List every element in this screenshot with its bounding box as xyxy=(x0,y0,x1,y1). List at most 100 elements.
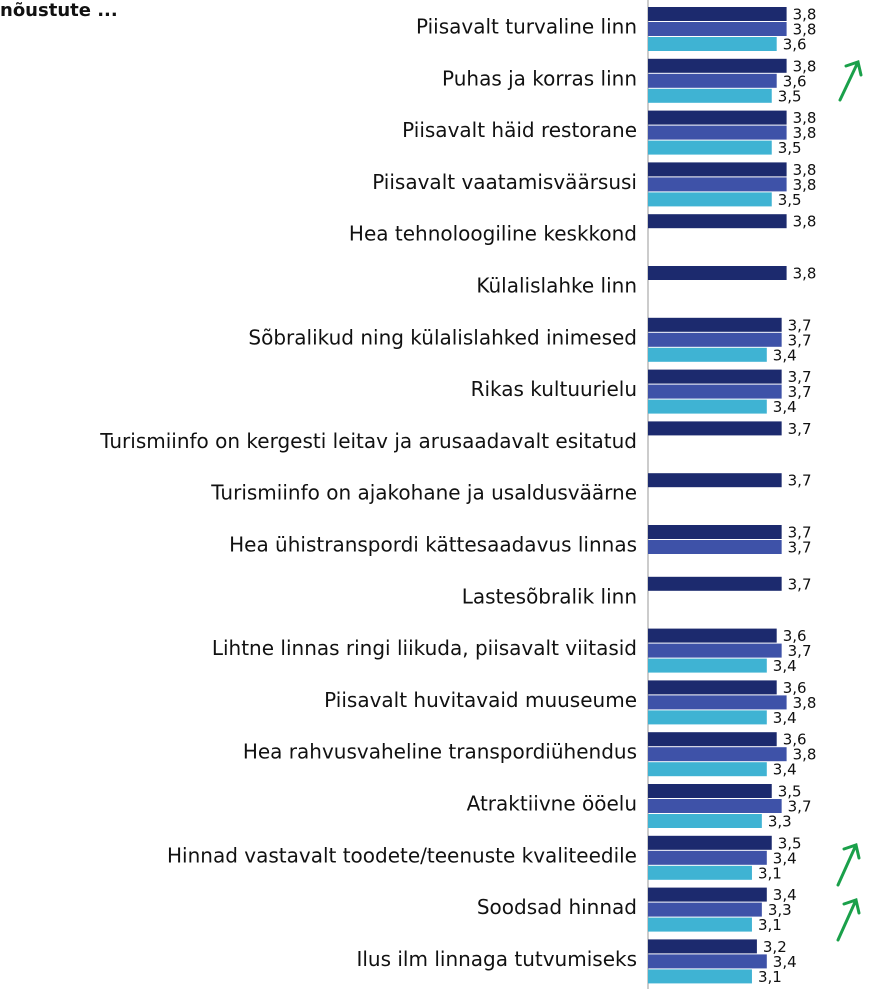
bar xyxy=(648,680,777,695)
bar xyxy=(648,7,787,21)
value-label: 3,1 xyxy=(758,916,782,934)
bar xyxy=(648,658,767,673)
value-label: 3,8 xyxy=(793,109,817,127)
value-label: 3,5 xyxy=(778,87,802,105)
value-label: 3,3 xyxy=(768,901,792,919)
bar xyxy=(648,814,762,828)
value-label: 3,4 xyxy=(773,709,797,727)
value-label: 3,4 xyxy=(773,886,797,904)
arrow xyxy=(838,60,863,102)
value-label: 3,6 xyxy=(783,627,807,645)
value-label: 3,3 xyxy=(768,813,792,831)
bar xyxy=(648,369,782,384)
bar xyxy=(648,540,782,554)
bar xyxy=(648,954,767,969)
bar xyxy=(648,88,772,103)
value-label: 3,8 xyxy=(793,746,817,764)
value-label: 3,7 xyxy=(788,383,812,401)
bar xyxy=(648,37,777,51)
value-label: 3,4 xyxy=(773,346,797,364)
bar xyxy=(648,784,772,798)
bar xyxy=(648,73,777,88)
bar xyxy=(648,347,767,362)
value-label: 3,8 xyxy=(793,6,817,24)
value-label: 3,5 xyxy=(778,834,802,852)
value-label: 3,4 xyxy=(773,849,797,867)
bar xyxy=(648,799,782,813)
value-label: 3,6 xyxy=(783,72,807,90)
category-label: Turismiinfo on ajakohane ja usaldusväärn… xyxy=(210,481,637,505)
value-label: 3,8 xyxy=(793,57,817,75)
bar xyxy=(648,473,782,488)
value-label: 3,4 xyxy=(773,657,797,675)
bar xyxy=(648,525,782,539)
category-label: Puhas ja korras linn xyxy=(442,66,637,90)
value-label: 3,8 xyxy=(793,161,817,179)
value-label: 3,2 xyxy=(763,938,787,956)
category-label: Hea ühistranspordi kättesaadavus linnas xyxy=(229,533,637,557)
value-label: 3,4 xyxy=(773,953,797,971)
category-label: Piisavalt häid restorane xyxy=(402,118,637,142)
trend-arrows xyxy=(836,60,863,942)
value-label: 3,6 xyxy=(783,731,807,749)
bar xyxy=(648,835,772,850)
bar xyxy=(648,421,782,436)
value-label: 3,5 xyxy=(778,191,802,209)
arrow xyxy=(836,843,861,887)
value-label: 3,7 xyxy=(788,642,812,660)
bar xyxy=(648,177,787,192)
chart-title: nõustute ... xyxy=(0,0,118,21)
value-label: 3,8 xyxy=(793,213,817,231)
category-label: Lastesõbralik linn xyxy=(462,584,637,608)
value-label: 3,7 xyxy=(788,316,812,334)
value-label: 3,6 xyxy=(783,679,807,697)
value-label: 3,8 xyxy=(793,21,817,39)
category-label: Lihtne linnas ringi liikuda, piisavalt v… xyxy=(212,636,637,660)
bar xyxy=(648,399,767,414)
bar xyxy=(648,969,752,984)
category-label: Ilus ilm linnaga tutvumiseks xyxy=(356,947,637,971)
bar xyxy=(648,192,772,207)
bar xyxy=(648,732,777,747)
category-label: Hea tehnoloogiline keskkond xyxy=(349,222,637,246)
category-label: Hea rahvusvaheline transpordiühendus xyxy=(243,740,637,764)
value-label: 3,7 xyxy=(788,331,812,349)
value-label: 3,7 xyxy=(788,368,812,386)
bar xyxy=(648,917,752,932)
value-label: 3,7 xyxy=(788,472,812,490)
bar xyxy=(648,643,782,658)
category-label: Soodsad hinnad xyxy=(477,895,637,919)
bar xyxy=(648,576,782,591)
value-label: 3,7 xyxy=(788,575,812,593)
value-label: 3,1 xyxy=(758,968,782,986)
category-label: Sõbralikud ning külalislahked inimesed xyxy=(248,325,637,349)
category-label: Turismiinfo on kergesti leitav ja arusaa… xyxy=(99,429,637,453)
bar xyxy=(648,939,757,954)
arrow xyxy=(836,898,861,942)
value-label: 3,1 xyxy=(758,864,782,882)
bar xyxy=(648,58,787,73)
value-label: 3,8 xyxy=(793,176,817,194)
category-label: Piisavalt turvaline linn xyxy=(416,15,637,39)
bar xyxy=(648,710,767,725)
category-label: Atraktiivne ööelu xyxy=(467,792,637,816)
bar xyxy=(648,125,787,140)
category-label: Piisavalt huvitavaid muuseume xyxy=(324,688,637,712)
category-label: Rikas kultuurielu xyxy=(471,377,637,401)
bar xyxy=(648,865,752,880)
value-label: 3,5 xyxy=(778,139,802,157)
value-label: 3,8 xyxy=(793,124,817,142)
value-label: 3,4 xyxy=(773,761,797,779)
category-label: Piisavalt vaatamisväärsusi xyxy=(372,170,637,194)
value-label: 3,7 xyxy=(788,524,812,542)
bar xyxy=(648,22,787,36)
bar xyxy=(648,162,787,177)
bar xyxy=(648,110,787,125)
category-label: Külalislahke linn xyxy=(476,274,637,298)
value-label: 3,7 xyxy=(788,539,812,557)
bar xyxy=(648,384,782,399)
bar xyxy=(648,747,787,762)
bar xyxy=(648,695,787,710)
bar xyxy=(648,214,787,229)
value-label: 3,5 xyxy=(778,783,802,801)
